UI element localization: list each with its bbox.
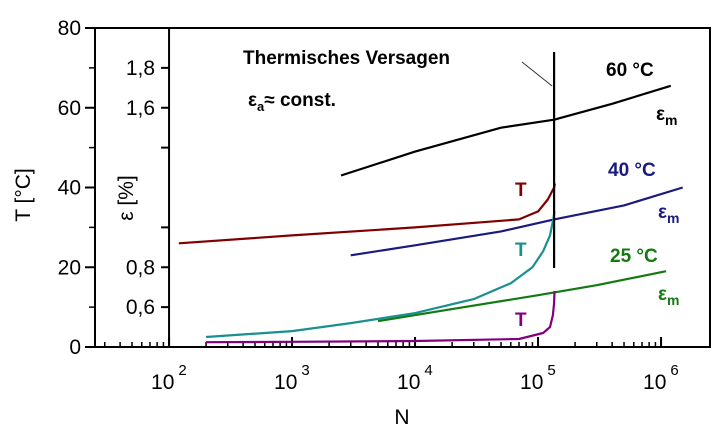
x-tick-label-0: 102 bbox=[151, 362, 187, 394]
series-T-label-4: T bbox=[515, 240, 527, 261]
y-axis-title-temperature: T [°C] bbox=[12, 168, 35, 222]
series-strain-label-0: εm bbox=[656, 104, 677, 128]
x-tick-label-2: 104 bbox=[397, 362, 433, 394]
x-tick-base-1: 10 bbox=[274, 371, 297, 394]
x-tick-label-1: 103 bbox=[274, 362, 310, 394]
x-tick-base-3: 10 bbox=[520, 371, 543, 394]
x-tick-exponent-3: 5 bbox=[547, 362, 555, 379]
x-tick-base-4: 10 bbox=[643, 371, 666, 394]
series-line-0 bbox=[340, 84, 672, 177]
strain-tick-label-0: 0,6 bbox=[126, 296, 155, 319]
strain-tick-label-2: 1,6 bbox=[126, 97, 155, 120]
y-tick-label-4: 80 bbox=[58, 17, 81, 40]
series-T-label-5: T bbox=[515, 310, 527, 331]
x-tick-label-3: 105 bbox=[520, 362, 556, 394]
x-tick-exponent-4: 6 bbox=[670, 362, 678, 379]
strain-tick-label-3: 1,8 bbox=[126, 57, 155, 80]
eps-a-symbol: ε bbox=[248, 90, 257, 111]
eps-a-label: εa≈ const. bbox=[248, 90, 336, 114]
x-tick-exponent-0: 2 bbox=[178, 362, 186, 379]
strain-tick-label-1: 0,8 bbox=[126, 256, 155, 279]
y-tick-label-3: 60 bbox=[58, 97, 81, 120]
series-line-2 bbox=[377, 270, 667, 323]
series-temp-label-0: 60 °C bbox=[606, 60, 654, 81]
series-strain-label-2: εm bbox=[658, 284, 679, 308]
strain-label-symbol: ε bbox=[658, 284, 667, 305]
series-layer bbox=[178, 52, 684, 344]
x-tick-label-4: 106 bbox=[643, 362, 679, 394]
eps-a-rest: ≈ const. bbox=[264, 90, 336, 111]
strain-label-symbol: ε bbox=[658, 202, 667, 223]
x-tick-exponent-2: 4 bbox=[424, 362, 432, 379]
x-tick-base-0: 10 bbox=[151, 371, 174, 394]
axis-ticks bbox=[85, 27, 663, 348]
failure-pointer bbox=[521, 61, 553, 87]
series-line-5 bbox=[206, 291, 556, 344]
series-strain-label-1: εm bbox=[658, 202, 679, 226]
strain-label-subscript: m bbox=[667, 292, 679, 308]
y-axis-title-strain: ε [%] bbox=[115, 175, 138, 221]
strain-label-subscript: m bbox=[665, 112, 677, 128]
x-axis-title: N bbox=[394, 406, 409, 429]
series-line-1 bbox=[350, 186, 684, 257]
y-tick-label-0: 0 bbox=[69, 336, 81, 359]
series-temp-label-2: 25 °C bbox=[610, 246, 658, 267]
strain-label-subscript: m bbox=[667, 210, 679, 226]
series-line-3 bbox=[178, 183, 556, 245]
eps-a-subscript: a bbox=[257, 99, 265, 114]
series-line-4 bbox=[206, 211, 556, 339]
x-tick-base-2: 10 bbox=[397, 371, 420, 394]
y-tick-label-2: 40 bbox=[58, 177, 81, 200]
strain-label-symbol: ε bbox=[656, 104, 665, 125]
labels-layer: N T [°C] ε [%] Thermisches Versagen εa≈ … bbox=[12, 17, 679, 429]
series-T-label-3: T bbox=[515, 180, 527, 201]
failure-label: Thermisches Versagen bbox=[243, 48, 450, 69]
series-temp-label-1: 40 °C bbox=[608, 160, 656, 181]
y-tick-label-1: 20 bbox=[58, 256, 81, 279]
x-tick-exponent-1: 3 bbox=[301, 362, 309, 379]
